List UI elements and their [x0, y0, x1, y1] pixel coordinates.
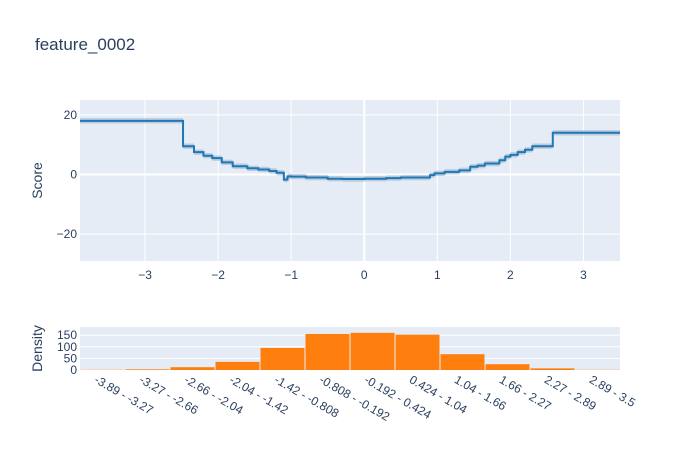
density-axis-title: Density: [29, 325, 45, 372]
density-bar: [170, 367, 215, 370]
x-tick-label: −2: [211, 268, 225, 282]
density-plot-grid: [80, 334, 620, 371]
score-axis-title: Score: [29, 162, 45, 199]
y-tick-label: 150: [57, 328, 77, 342]
x-tick-label: 1: [434, 268, 441, 282]
score-plot-grid: [80, 100, 620, 261]
density-x-ticks: -3.89 - -3.27-3.27 - -2.66-2.66 - -2.04-…: [92, 372, 638, 424]
density-bar: [125, 369, 170, 370]
x-tick-label: 3: [580, 268, 587, 282]
y-tick-label: 20: [64, 108, 78, 122]
density-bar: [215, 361, 260, 370]
density-plot-background: [80, 327, 620, 370]
x-tick-label: −1: [284, 268, 298, 282]
y-tick-label: 0: [70, 363, 77, 377]
density-bar: [260, 347, 305, 370]
chart-title: feature_0002: [35, 35, 135, 54]
density-bars: [80, 332, 620, 370]
density-bar: [350, 332, 395, 370]
x-tick-label: 0: [361, 268, 368, 282]
density-bar: [530, 368, 575, 370]
y-tick-label: 100: [57, 340, 77, 354]
score-line: [80, 119, 620, 181]
density-bar: [440, 354, 485, 370]
score-plot: −3 −2 −1 0 1 2 3 −20 0 20 Score: [29, 100, 620, 282]
density-bar: [485, 364, 530, 370]
y-tick-label: 50: [64, 351, 78, 365]
density-bar: [395, 334, 440, 370]
score-y-ticks: −20 0 20: [57, 108, 78, 241]
x-tick-label: −3: [138, 268, 152, 282]
density-bar: [305, 333, 350, 370]
x-tick-label: 2: [507, 268, 514, 282]
y-tick-label: −20: [57, 227, 78, 241]
score-x-ticks: −3 −2 −1 0 1 2 3: [138, 268, 587, 282]
y-tick-label: 0: [70, 168, 77, 182]
